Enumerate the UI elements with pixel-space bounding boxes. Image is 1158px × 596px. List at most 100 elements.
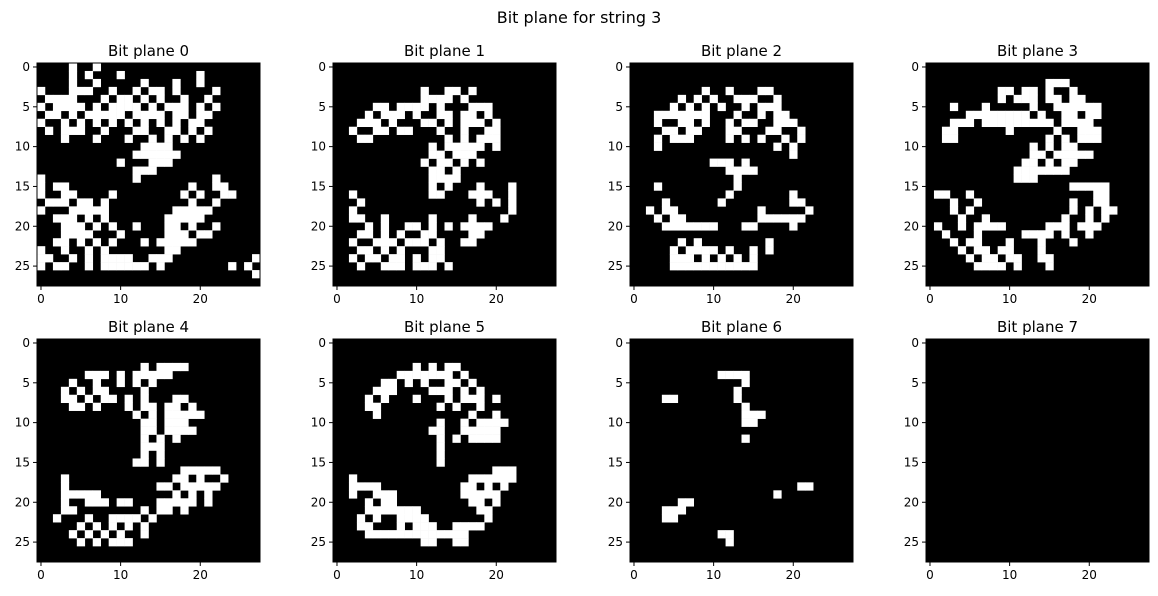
pixel-on bbox=[460, 222, 469, 231]
pixel-on bbox=[92, 63, 102, 72]
pixel-on bbox=[436, 238, 445, 247]
pixel-on bbox=[669, 222, 679, 231]
pixel-on bbox=[492, 410, 501, 419]
pixel-on bbox=[725, 530, 734, 539]
pixel-on bbox=[725, 158, 734, 167]
pixel-on bbox=[37, 86, 46, 96]
pixel-on bbox=[84, 394, 94, 404]
y-tick-label: 0 bbox=[911, 336, 919, 350]
pixel-on bbox=[725, 118, 734, 128]
pixel-on bbox=[436, 370, 445, 380]
pixel-on bbox=[220, 190, 229, 199]
pixel-on bbox=[444, 362, 453, 372]
y-tick-label: 0 bbox=[911, 60, 919, 74]
pixel-on bbox=[1029, 102, 1038, 112]
pixel-on bbox=[164, 498, 173, 507]
pixel-on bbox=[1093, 182, 1102, 191]
pixel-on bbox=[92, 118, 102, 128]
pixel-on bbox=[204, 110, 213, 120]
pixel-on bbox=[140, 94, 149, 104]
pixel-on bbox=[468, 222, 477, 231]
pixel-on bbox=[60, 222, 70, 231]
pixel-on bbox=[757, 102, 766, 112]
y-tick-label: 10 bbox=[904, 416, 919, 430]
y-tick-label: 15 bbox=[608, 455, 623, 469]
x-tick-label: 20 bbox=[193, 568, 208, 582]
pixel-on bbox=[116, 370, 125, 380]
pixel-on bbox=[116, 254, 125, 263]
pixel-on bbox=[669, 110, 679, 120]
pixel-on bbox=[196, 102, 205, 112]
bit-plane-panel: Bit plane 0 0 10 20 0 5 10 15 20 25 bbox=[15, 42, 261, 306]
pixel-on bbox=[68, 214, 78, 223]
pixel-on bbox=[60, 238, 70, 247]
pixel-on bbox=[140, 238, 149, 247]
pixel-on bbox=[108, 190, 117, 199]
x-tick-label: 10 bbox=[409, 568, 424, 582]
pixel-on bbox=[172, 126, 181, 135]
y-tick-label: 20 bbox=[15, 219, 30, 233]
pixel-on bbox=[741, 102, 750, 112]
pixel-on bbox=[452, 362, 461, 372]
y-tick-label: 5 bbox=[22, 376, 30, 390]
pixel-on bbox=[380, 230, 390, 239]
pixel-on bbox=[749, 262, 758, 271]
pixel-on bbox=[380, 238, 390, 247]
x-tick-label: 20 bbox=[786, 568, 801, 582]
pixel-on bbox=[717, 102, 726, 112]
pixel-on bbox=[172, 246, 181, 255]
pixel-on bbox=[492, 394, 501, 404]
pixel-on bbox=[124, 402, 133, 411]
pixel-on bbox=[773, 110, 782, 120]
pixel-on bbox=[76, 86, 86, 96]
pixel-on bbox=[220, 182, 229, 191]
pixel-on bbox=[436, 530, 445, 539]
y-tick-label: 10 bbox=[311, 416, 326, 430]
pixel-on bbox=[1045, 78, 1054, 88]
pixel-on bbox=[460, 158, 469, 167]
pixel-on bbox=[156, 118, 165, 128]
pixel-on bbox=[92, 378, 102, 388]
pixel-on bbox=[1101, 214, 1110, 223]
pixel-on bbox=[1005, 246, 1014, 255]
pixel-on bbox=[412, 254, 421, 263]
pixel-on bbox=[460, 142, 469, 151]
pixel-on bbox=[933, 222, 943, 231]
pixel-on bbox=[941, 134, 951, 143]
pixel-on bbox=[156, 482, 165, 491]
pixel-on bbox=[372, 530, 382, 539]
pixel-on bbox=[140, 394, 149, 404]
pixel-on bbox=[436, 418, 445, 427]
y-tick-label: 15 bbox=[15, 179, 30, 193]
panel-title: Bit plane 4 bbox=[108, 318, 189, 336]
pixel-on bbox=[460, 110, 469, 120]
pixel-on bbox=[997, 262, 1006, 271]
y-tick-label: 0 bbox=[22, 336, 30, 350]
pixel-on bbox=[140, 442, 149, 451]
pixel-on bbox=[428, 142, 437, 151]
pixel-on bbox=[76, 538, 86, 547]
pixel-on bbox=[693, 110, 702, 120]
pixel-on bbox=[100, 198, 109, 207]
pixel-on bbox=[180, 238, 189, 247]
pixel-on bbox=[364, 230, 374, 239]
pixel-on bbox=[452, 402, 461, 411]
pixel-on bbox=[797, 198, 806, 207]
pixel-on bbox=[68, 230, 78, 239]
pixel-on bbox=[725, 190, 734, 199]
pixel-on bbox=[412, 506, 421, 515]
pixel-on bbox=[1021, 118, 1030, 128]
pixel-on bbox=[148, 442, 157, 451]
pixel-on bbox=[1045, 118, 1054, 128]
pixel-on bbox=[148, 402, 157, 411]
pixel-on bbox=[1101, 190, 1110, 199]
pixel-on bbox=[733, 126, 742, 135]
pixel-on bbox=[148, 86, 157, 96]
pixel-on bbox=[388, 530, 398, 539]
pixel-on bbox=[60, 214, 70, 223]
pixel-on bbox=[1061, 166, 1070, 175]
y-tick-label: 20 bbox=[311, 495, 326, 509]
pixel-on bbox=[1021, 110, 1030, 120]
pixel-on bbox=[476, 418, 485, 427]
pixel-on bbox=[84, 514, 94, 523]
